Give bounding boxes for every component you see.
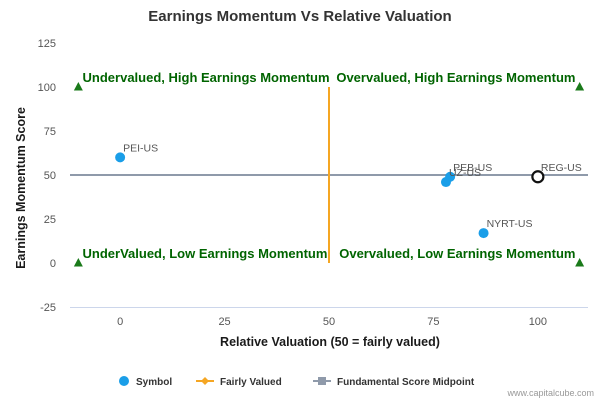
legend-item-midpoint: Fundamental Score Midpoint (313, 377, 475, 388)
y-tick-label: 75 (44, 126, 56, 138)
credit-text: www.capitalcube.com (506, 388, 594, 398)
legend: Symbol Fairly Valued Fundamental Score Mid… (119, 376, 475, 388)
quadrant-label: Overvalued, Low Earnings Momentum (339, 246, 575, 261)
x-axis-label: Relative Valuation (50 = fairly valued) (220, 335, 440, 349)
corner-marker (575, 82, 585, 91)
legend-item-symbol: Symbol (119, 376, 172, 388)
x-tick-label: 100 (529, 316, 547, 328)
x-tick-label: 75 (427, 316, 439, 328)
quadrant-label: Undervalued, High Earnings Momentum (83, 70, 330, 85)
x-tick-label: 50 (323, 316, 335, 328)
data-point-label: UZ-US (449, 167, 481, 179)
y-tick-label: 25 (44, 214, 56, 226)
y-tick-label: 50 (44, 170, 56, 182)
legend-square-marker (318, 377, 326, 385)
data-point-label: PEB-US (453, 162, 492, 174)
legend-item-fairly-valued: Fairly Valued (196, 377, 282, 388)
chart-title: Earnings Momentum Vs Relative Valuation (148, 8, 451, 25)
data-point (478, 228, 489, 239)
data-point-label: REG-US (541, 162, 582, 174)
data-point (531, 170, 545, 184)
data-point-label: NYRT-US (487, 218, 533, 230)
corner-marker (73, 258, 83, 267)
plot-area: -25 0 25 50 75 100 125 0 25 50 75 100 Undervalued, H… (38, 38, 588, 328)
legend-label: Fundamental Score Midpoint (337, 377, 475, 388)
quadrant-label: Overvalued, High Earnings Momentum (336, 70, 575, 85)
legend-symbol-marker (119, 376, 129, 386)
y-axis-label: Earnings Momentum Score (14, 107, 28, 269)
x-tick-label: 25 (218, 316, 230, 328)
x-tick-label: 0 (117, 316, 123, 328)
y-tick-label: -25 (40, 302, 56, 314)
y-tick-label: 0 (50, 258, 56, 270)
corner-marker (73, 82, 83, 91)
y-tick-label: 100 (38, 82, 56, 94)
data-point-label: PEI-US (123, 142, 158, 154)
y-tick-label: 125 (38, 38, 56, 50)
data-point (440, 177, 451, 188)
legend-diamond-marker (201, 377, 209, 385)
legend-label: Symbol (136, 377, 172, 388)
corner-marker (575, 258, 585, 267)
legend-label: Fairly Valued (220, 377, 282, 388)
data-point (115, 152, 126, 163)
quadrant-label: UnderValued, Low Earnings Momentum (83, 246, 328, 261)
